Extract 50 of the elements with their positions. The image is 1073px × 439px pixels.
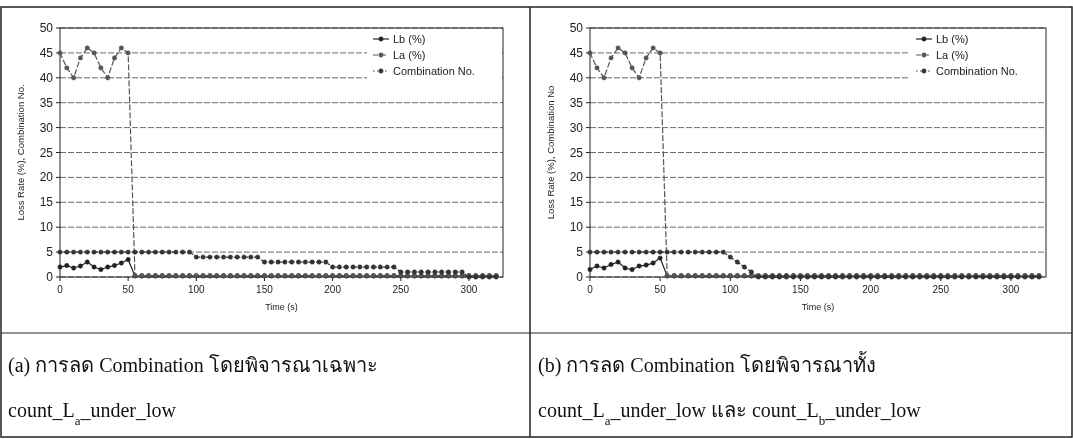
- legend-label: La (%): [936, 49, 969, 61]
- x-tick-label: 150: [792, 284, 810, 295]
- y-tick-label: 25: [39, 145, 54, 160]
- legend-label: Lb (%): [936, 33, 969, 45]
- x-tick-label: 100: [721, 284, 740, 295]
- text: (a) การลด Combination โดยพิจารณาเฉพาะ: [8, 354, 378, 377]
- text: count_L$_{a}$_under_low และ count_L$_{b}$_under_low: [538, 399, 922, 428]
- text: count_L$_{a}$_under_low: [8, 399, 177, 428]
- y-tick-label: 35: [569, 95, 584, 110]
- y-tick-label: 35: [39, 95, 54, 110]
- legend-label: Lb (%): [393, 33, 426, 45]
- y-tick-label: 5: [46, 245, 54, 260]
- legend-label: Combination No.: [393, 65, 475, 77]
- x-axis-title: Time (s): [801, 302, 835, 312]
- y-tick-label: 40: [569, 70, 584, 85]
- y-axis-title: Loss Rate (%), Combination No: [545, 85, 556, 220]
- y-tick-label: 15: [39, 195, 54, 210]
- x-tick-label: 100: [187, 284, 206, 295]
- x-axis-title: Time (s): [265, 302, 298, 312]
- y-tick-label: 50: [39, 21, 54, 35]
- y-tick-label: 10: [39, 220, 54, 235]
- x-tick-label: 0: [587, 284, 594, 295]
- x-tick-label: 250: [392, 284, 410, 295]
- x-tick-label: 300: [1002, 284, 1020, 295]
- x-tick-label: 0: [57, 284, 64, 295]
- y-tick-label: 30: [569, 120, 584, 135]
- y-tick-label: 20: [39, 170, 54, 185]
- x-tick-label: 50: [654, 284, 667, 295]
- x-tick-label: 250: [932, 284, 950, 295]
- x-tick-label: 150: [256, 284, 274, 295]
- y-tick-label: 10: [569, 220, 584, 235]
- y-tick-label: 45: [39, 45, 54, 60]
- x-tick-label: 300: [460, 284, 478, 295]
- y-tick-label: 50: [569, 21, 584, 35]
- y-tick-label: 5: [576, 245, 584, 260]
- text: (b) การลด Combination โดยพิจารณาทั้ง: [538, 351, 876, 377]
- y-tick-label: 0: [576, 270, 584, 284]
- y-tick-label: 45: [569, 45, 584, 60]
- y-tick-label: 0: [46, 270, 54, 284]
- y-tick-label: 25: [569, 145, 584, 160]
- y-tick-label: 15: [569, 195, 584, 210]
- y-tick-label: 20: [569, 170, 584, 185]
- y-tick-label: 30: [39, 120, 54, 135]
- legend-label: La (%): [393, 49, 426, 61]
- x-tick-label: 200: [324, 284, 342, 295]
- y-tick-label: 40: [39, 70, 54, 85]
- y-axis-title: Loss Rate (%), Combination No.: [15, 84, 26, 221]
- legend-label: Combination No.: [936, 65, 1018, 77]
- x-tick-label: 50: [122, 284, 135, 295]
- x-tick-label: 200: [862, 284, 880, 295]
